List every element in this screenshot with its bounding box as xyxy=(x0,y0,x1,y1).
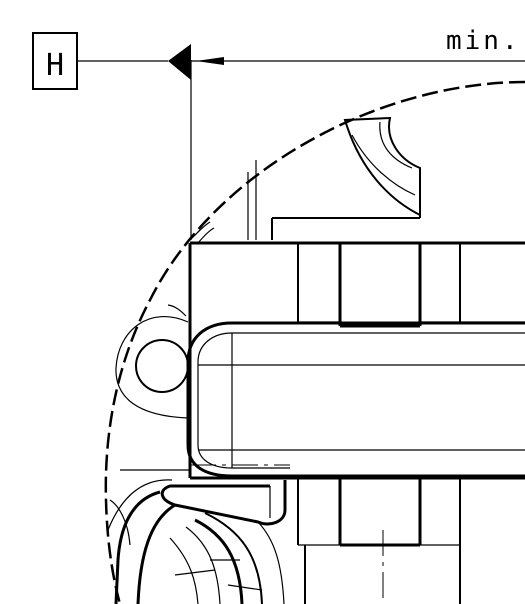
lower-slots xyxy=(297,478,461,604)
small-circle xyxy=(135,339,189,393)
detail-boundary-circle xyxy=(104,80,525,604)
dimension-arrowhead xyxy=(196,57,224,65)
upper-slots xyxy=(297,243,525,328)
datum-triangle xyxy=(168,44,191,80)
datum-frame: H xyxy=(32,32,191,90)
upper-crescent-part xyxy=(247,116,421,240)
dimension-label: min. xyxy=(446,26,521,56)
datum-letter: H xyxy=(46,48,64,83)
left-round-features xyxy=(115,304,189,419)
lower-left-bracket xyxy=(107,469,287,604)
dimension-line: min. xyxy=(190,26,525,240)
housing-block xyxy=(188,221,525,480)
central-pin xyxy=(186,321,525,478)
